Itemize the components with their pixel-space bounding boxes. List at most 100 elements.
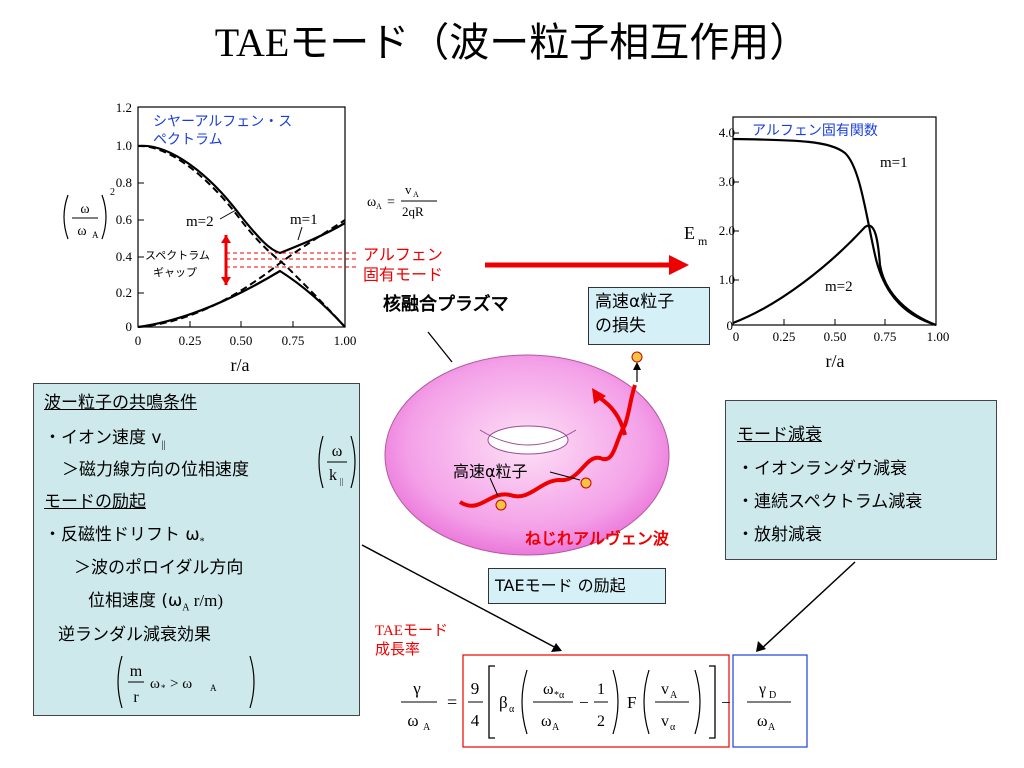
right-xtick: 1.00 <box>927 329 950 344</box>
right-legend-title: アルフェン固有関数 <box>752 123 878 139</box>
svg-text:−: − <box>721 693 731 712</box>
left-xtick: 0 <box>135 333 142 348</box>
svg-text:ω: ω <box>541 713 552 730</box>
svg-text:A: A <box>376 202 382 211</box>
svg-text:> ω: > ω <box>170 676 192 692</box>
m1-eigenfunction <box>732 137 937 327</box>
svg-text:*α: *α <box>554 690 565 701</box>
phase-velocity-line: ＞磁力線方向の位相速度 <box>62 460 249 480</box>
label-m1: m=1 <box>290 212 318 228</box>
resonance-heading: 波ー粒子の共鳴条件 <box>44 393 197 413</box>
resonance-conditions-box <box>33 383 360 716</box>
svg-text:ω: ω <box>77 224 86 239</box>
poloidal-line: ＞波のポロイダル方向 <box>74 558 244 578</box>
omega-a-formula: ω A = v A 2qR <box>367 182 437 219</box>
svg-text:||: || <box>340 477 343 486</box>
svg-text:A: A <box>413 190 419 199</box>
svg-text:A: A <box>423 722 431 733</box>
svg-text:ω: ω <box>150 676 160 692</box>
m2-eigenfunction <box>732 224 937 327</box>
svg-text:m: m <box>130 663 143 680</box>
fast-particle-icon <box>580 477 592 489</box>
torus-hole <box>487 425 569 455</box>
svg-text:=: = <box>447 692 457 712</box>
svg-text:γ: γ <box>412 679 421 698</box>
left-ytick: 0.4 <box>116 249 133 264</box>
alfven-eigenfunction-chart: 0 1.0 2.0 3.0 4.0 0 0.25 0.50 0.75 1.00 … <box>684 116 950 371</box>
twisted-alfven-wave-label: ねじれアルヴェン波 <box>525 529 669 548</box>
m2-dashed <box>137 144 346 328</box>
right-ylabel: E <box>684 223 695 243</box>
tae-excitation-box: TAEモード の励起 <box>488 568 666 604</box>
svg-text:4: 4 <box>471 711 480 730</box>
left-ytick: 0.2 <box>116 285 132 300</box>
left-ytick: 0 <box>126 319 133 334</box>
right-xtick: 0.25 <box>773 329 796 344</box>
svg-text:k: k <box>329 467 337 484</box>
svg-text:9: 9 <box>471 679 480 698</box>
right-ytick: 3.0 <box>719 174 735 189</box>
right-ytick: 4.0 <box>719 125 735 140</box>
ion-velocity-line: ・イオン速度 v|| <box>44 428 166 451</box>
svg-text:A: A <box>552 722 560 733</box>
m1-continuum-lower <box>137 269 346 329</box>
drive-term-box <box>462 654 730 748</box>
right-ytick: 2.0 <box>719 223 735 238</box>
left-xtick: 1.00 <box>334 333 357 348</box>
alfven-mode-label: アルフェン 固有モード <box>363 245 444 284</box>
ion-landau-damping: ・イオンランダウ減衰 <box>737 459 907 479</box>
red-arrow <box>485 255 689 275</box>
right-ytick: 1.0 <box>719 272 735 287</box>
mode-excitation-heading: モードの励起 <box>44 492 146 512</box>
omega-over-k-formula: ω k || <box>318 435 356 489</box>
svg-text:2: 2 <box>110 187 115 198</box>
shear-alfven-spectrum-chart: 0 0.2 0.4 0.6 0.8 1.0 1.2 0 0.25 0.50 0.… <box>63 100 358 375</box>
diamagnetic-drift-line: ・反磁性ドリフト ω* <box>44 525 205 548</box>
svg-text:β: β <box>499 693 508 712</box>
svg-text:ω: ω <box>543 681 554 698</box>
m2-continuum-upper <box>137 144 346 255</box>
svg-text:v: v <box>661 681 669 698</box>
left-legend-title: ペクトラム <box>153 132 223 148</box>
fast-particle-icon <box>495 499 507 511</box>
left-ytick: 1.2 <box>116 100 132 115</box>
svg-text:ω: ω <box>407 711 418 730</box>
svg-text:α: α <box>509 704 515 715</box>
svg-text:ω: ω <box>367 195 376 210</box>
right-label-m1: m=1 <box>880 155 908 171</box>
svg-text:F: F <box>627 693 636 712</box>
inverse-landau-line: 逆ランダル減衰効果 <box>58 625 211 645</box>
left-xlabel: r/a <box>231 355 250 375</box>
left-ytick: 0.6 <box>116 212 133 227</box>
svg-text:v: v <box>405 182 412 197</box>
damping-term-box <box>732 654 808 748</box>
label-m2: m=2 <box>186 214 214 230</box>
continuum-damping: ・連続スペクトラム減衰 <box>737 492 923 512</box>
gap-label: スペクトラム <box>145 249 210 262</box>
growth-rate-formula: γ ω A = 9 4 β α ω *α ω A − 1 2 F v A v α… <box>401 654 808 748</box>
svg-text:ω: ω <box>80 202 89 217</box>
svg-text:ω: ω <box>757 713 768 730</box>
svg-text:v: v <box>661 713 669 730</box>
growth-rate-label: TAEモード 成長率 <box>375 623 448 658</box>
right-xtick: 0 <box>733 329 740 344</box>
radiative-damping: ・放射減衰 <box>737 525 822 545</box>
right-xtick: 0.75 <box>874 329 897 344</box>
left-xtick: 0.25 <box>179 333 202 348</box>
alfven-wave-path <box>458 384 637 508</box>
phase-velocity-omega-line: 位相速度 (ωA r/m) <box>88 591 224 614</box>
torus-diagram <box>384 331 670 556</box>
svg-text:ω: ω <box>332 443 343 460</box>
svg-text:2: 2 <box>597 713 605 730</box>
svg-text:*: * <box>161 683 166 693</box>
svg-text:γ: γ <box>758 681 766 698</box>
drift-condition-formula: m r ω * > ω A <box>117 655 255 709</box>
svg-text:D: D <box>769 690 776 701</box>
particle-loss-box: 高速α粒子 の損失 <box>588 287 710 345</box>
svg-text:−: − <box>579 693 589 712</box>
svg-text:r: r <box>133 689 139 706</box>
left-ytick: 1.0 <box>116 138 132 153</box>
m1-dashed <box>137 219 346 328</box>
left-xtick: 0.50 <box>230 333 253 348</box>
